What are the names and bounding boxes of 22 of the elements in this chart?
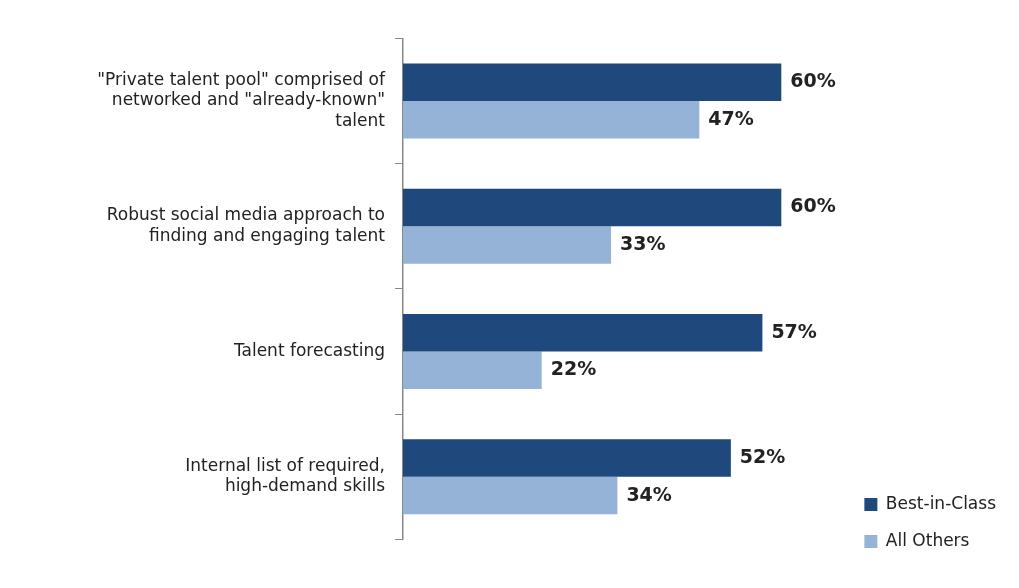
data-label: 60%	[790, 69, 836, 92]
bar	[403, 226, 612, 264]
legend-label: Best-in-Class	[885, 492, 997, 513]
bar	[403, 476, 618, 515]
data-label: 47%	[708, 106, 754, 129]
data-label: 52%	[739, 444, 786, 467]
bar	[403, 439, 731, 477]
data-label: 22%	[550, 357, 597, 380]
bar	[403, 101, 700, 139]
bar	[403, 313, 763, 352]
bar	[403, 188, 782, 227]
y-tick-label: Internal list of required, high-demand skills	[185, 455, 386, 496]
y-tick-label: Robust social media approach to finding and engaging talent	[106, 204, 386, 245]
data-label: 33%	[620, 232, 666, 254]
legend-label: All Others	[885, 529, 970, 550]
data-label: 57%	[771, 319, 817, 342]
y-tick-label: Talent forecasting	[232, 339, 385, 360]
y-tick-label: "Private talent pool" comprised of networked and "already-known" talent	[97, 69, 386, 130]
data-label: 60%	[790, 194, 836, 217]
data-label: 34%	[626, 482, 672, 505]
bar	[403, 351, 542, 390]
bar	[403, 63, 782, 102]
